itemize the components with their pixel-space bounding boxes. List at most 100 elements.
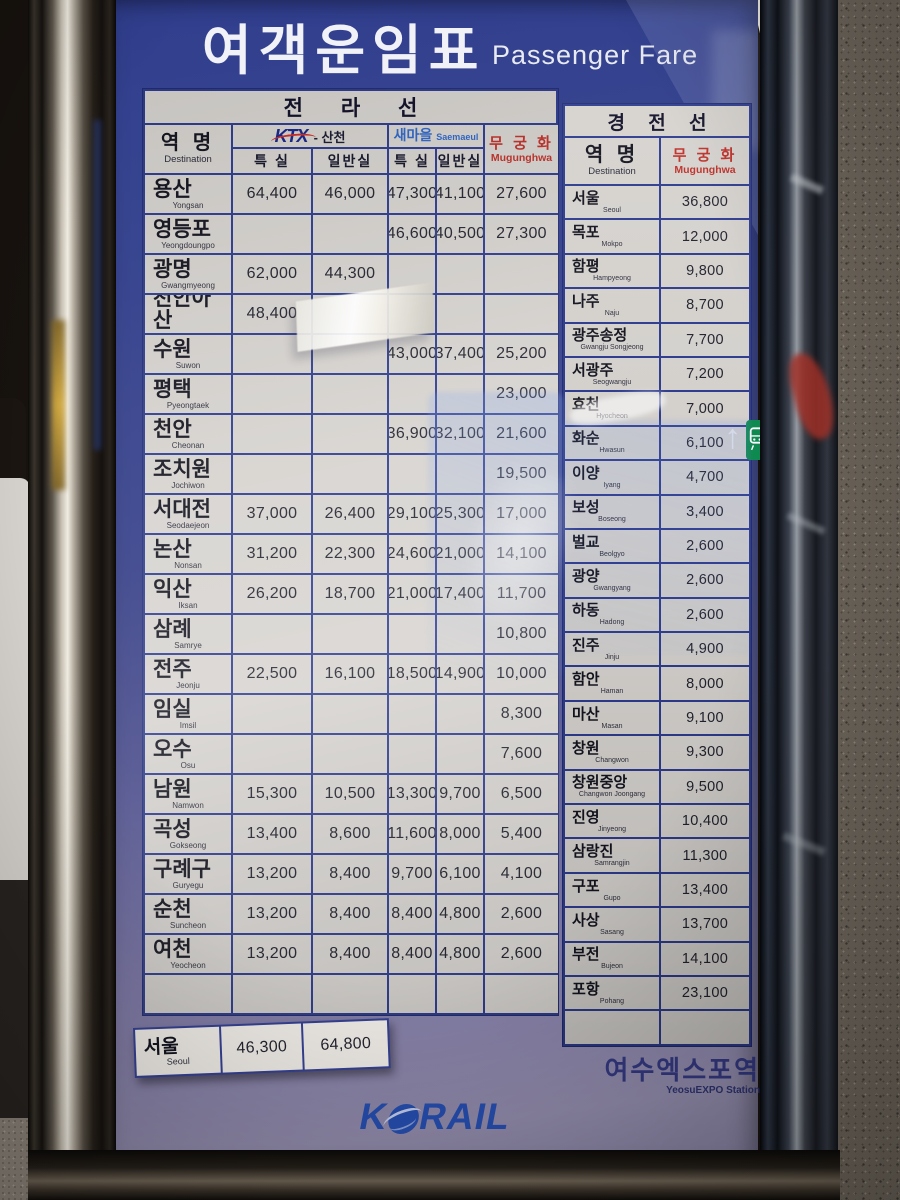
fare-cell	[437, 375, 483, 413]
station-name-cell: 익산 Iksan	[145, 575, 231, 613]
station-row: 광명 Gwangmyeong 62,000 44,300	[145, 255, 558, 293]
station-row: 함안 Haman 8,000	[565, 667, 749, 700]
station-name-korean: 진영	[572, 808, 600, 826]
station-name-roman: Jinju	[604, 653, 620, 661]
metal-frame-right	[760, 0, 841, 1200]
station-name-cell: 서울 Seoul	[135, 1026, 221, 1076]
fare-cell: 2,600	[661, 564, 749, 597]
fare-cell: 13,300	[389, 775, 435, 813]
fare-cell: 10,400	[661, 805, 749, 838]
ktx-special-header: 특 실	[233, 149, 311, 173]
station-name-korean: 곡성	[153, 818, 192, 841]
fare-cell: 8,400	[313, 895, 387, 933]
station-name-cell: 광양Gwangyang	[565, 564, 659, 597]
fare-cell: 9,300	[661, 736, 749, 769]
fare-cell: 26,200	[233, 575, 311, 613]
jeolla-column-headers: 역 명 Destination KTX - 산천 새마을 Saemaeul 무 …	[145, 125, 558, 173]
station-name-cell: 보성Boseong	[565, 495, 659, 528]
fare-cell: 13,700	[661, 908, 749, 941]
fare-cell: 14,900	[437, 655, 483, 693]
fare-cell: 11,600	[389, 815, 435, 853]
fare-cell: 44,300	[313, 255, 387, 293]
station-name-cell: 남원 Namwon	[145, 775, 231, 813]
fare-cell: 9,100	[661, 701, 749, 735]
fare-cell: 64,800	[302, 1020, 389, 1070]
fare-cell: 6,100	[437, 855, 483, 893]
station-name-korean: 포항	[572, 980, 600, 998]
fare-cell: 7,700	[661, 323, 749, 356]
station-name-cell: 화순Hwasun	[565, 426, 659, 460]
station-row: 창원중앙 Changwon Joongang 9,500	[565, 770, 749, 804]
station-name-roman: Jinyeong	[597, 825, 627, 833]
station-row: 보성Boseong3,400	[565, 495, 749, 528]
station-name-korean: 서대전	[153, 498, 211, 521]
fare-cell: 46,000	[313, 175, 387, 213]
fare-cell: 13,200	[233, 895, 311, 933]
station-name-korean: 논산	[153, 538, 192, 561]
fare-cell: 10,800	[485, 615, 558, 653]
fare-cell: 17,000	[485, 495, 558, 533]
station-name-cell: 수원 Suwon	[145, 335, 231, 373]
station-name-cell: 창원중앙 Changwon Joongang	[565, 770, 659, 804]
destination-header-cell: 역 명 Destination	[145, 125, 231, 173]
station-name-cell: 목포 Mokpo	[565, 220, 659, 253]
window-reflection-tint	[428, 392, 564, 678]
station-name-roman: Naju	[604, 309, 620, 317]
station-name-roman: Seogwangju	[592, 378, 632, 386]
station-row: 마산 Masan 9,100	[565, 701, 749, 735]
station-name-cell: 사상 Sasang	[565, 908, 659, 941]
fare-cell: 8,000	[437, 815, 483, 853]
fare-cell	[485, 295, 558, 333]
station-name-roman: Suncheon	[169, 921, 207, 930]
fare-cell: 4,800	[437, 935, 483, 973]
station-name-cell: 하동Hadong	[565, 598, 659, 632]
station-name-korean: 삼례	[153, 618, 192, 641]
station-name-korean: 화순	[565, 431, 659, 447]
station-name-roman: Boseong	[565, 516, 659, 524]
fare-cell	[313, 455, 387, 493]
fare-cell: 8,400	[313, 855, 387, 893]
station-name-korean: 광양	[565, 568, 659, 585]
station-name-cell: 진영 Jinyeong	[565, 805, 659, 838]
station-name-roman: Haman	[600, 688, 624, 696]
fare-cell	[389, 975, 435, 1013]
seoul-fare-strip: 서울 Seoul 46,300 64,800	[133, 1018, 391, 1078]
fare-cell: 16,100	[313, 655, 387, 693]
fare-cell: 41,100	[437, 175, 483, 213]
station-name-cell: 용산 Yongsan	[145, 175, 231, 213]
station-name-korean: 광명	[153, 258, 192, 281]
station-name-korean: 삼랑진	[572, 843, 614, 861]
fare-cell: 8,400	[313, 935, 387, 973]
station-name-roman: Hadong	[565, 619, 659, 627]
station-name-korean: 목포	[572, 224, 600, 242]
station-name-cell: 임실 Imsil	[145, 695, 231, 733]
fare-cell: 32,100	[437, 415, 483, 453]
station-name-cell: 영등포 Yeongdoungpo	[145, 215, 231, 253]
fare-cell	[233, 695, 311, 733]
fare-cell	[389, 735, 435, 773]
fare-cell: 19,500	[485, 455, 558, 493]
station-row: 진주Jinju4,900	[565, 633, 749, 666]
fare-cell: 21,000	[389, 575, 435, 613]
station-row: 하동Hadong2,600	[565, 598, 749, 632]
station-name-cell: 벌교Beolgyo	[565, 529, 659, 563]
station-name-roman: Guryegu	[172, 881, 204, 890]
fare-cell: 36,800	[661, 186, 749, 219]
station-name-korean: 하동	[565, 603, 659, 619]
gyeongjeon-line-fare-table: 경 전 선 역 명 Destination 무 궁 화 Mugunghwa 서울…	[562, 103, 752, 1047]
station-name-cell: 구례구 Guryegu	[145, 855, 231, 893]
mugunghwa-header-cell: 무 궁 화 Mugunghwa	[661, 138, 749, 184]
bystander-shirt	[0, 478, 30, 888]
station-name-roman: Mokpo	[601, 241, 623, 249]
destination-header-cell: 역 명 Destination	[565, 138, 659, 184]
station-name-korean: 수원	[153, 338, 192, 361]
station-name-cell	[565, 1011, 659, 1044]
station-row: 광주송정 Gwangju Songjeong 7,700	[565, 323, 749, 356]
fare-cell: 7,200	[661, 357, 749, 391]
fare-cell: 13,200	[233, 935, 311, 973]
station-name-korean: 조치원	[153, 458, 211, 481]
